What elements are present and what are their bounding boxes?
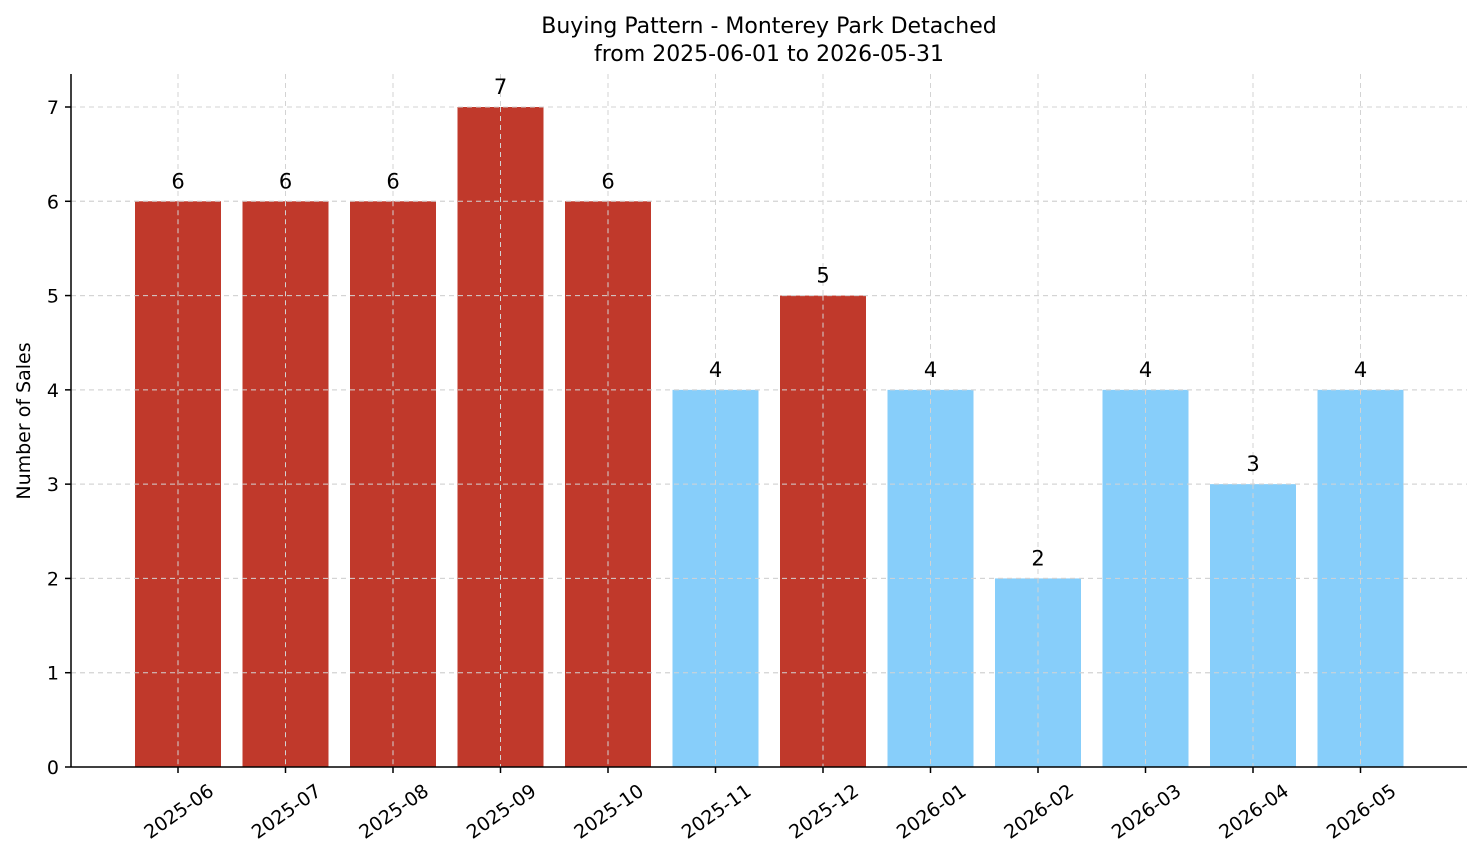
y-tick-label: 5 xyxy=(47,286,59,308)
x-tick-label: 2025-06 xyxy=(140,780,218,844)
bar-value-label: 6 xyxy=(601,169,614,193)
y-tick-label: 0 xyxy=(47,757,59,779)
y-tick-label: 1 xyxy=(47,663,59,685)
bar-value-labels: 6 6 6 7 6 4 5 4 2 4 3 4 xyxy=(171,75,1367,570)
y-tick-label: 7 xyxy=(47,97,59,119)
y-tick-label: 6 xyxy=(47,191,59,213)
y-tick-label: 3 xyxy=(47,474,59,496)
x-tick-label: 2026-03 xyxy=(1108,780,1186,844)
y-tick-label: 4 xyxy=(47,380,59,402)
bar-value-label: 4 xyxy=(1139,358,1152,382)
y-axis-label: Number of Sales xyxy=(13,342,35,499)
bar-value-label: 6 xyxy=(279,169,292,193)
bar-value-label: 4 xyxy=(1354,358,1367,382)
x-tick-label: 2026-02 xyxy=(1000,780,1078,844)
chart-title: Buying Pattern - Monterey Park Detached xyxy=(541,14,996,39)
bar-2026-04 xyxy=(1210,484,1296,767)
x-tick-label: 2026-05 xyxy=(1323,780,1401,844)
x-tick-label: 2025-07 xyxy=(248,780,326,844)
bar-value-label: 6 xyxy=(386,169,399,193)
bar-value-label: 4 xyxy=(709,358,722,382)
bar-value-label: 4 xyxy=(924,358,937,382)
x-tick-label: 2025-12 xyxy=(785,780,863,844)
x-tick-label: 2025-09 xyxy=(463,780,541,844)
bars xyxy=(71,106,1467,768)
x-tick-label: 2025-11 xyxy=(678,780,756,844)
bar-value-label: 6 xyxy=(171,169,184,193)
bar-value-label: 2 xyxy=(1031,546,1044,570)
bar-value-label: 5 xyxy=(816,264,829,288)
y-tick-label: 2 xyxy=(47,568,59,590)
chart-subtitle: from 2025-06-01 to 2026-05-31 xyxy=(594,42,944,67)
bar-value-label: 7 xyxy=(494,75,507,99)
x-tick-label: 2025-08 xyxy=(355,780,433,844)
x-tick-label: 2025-10 xyxy=(570,780,648,844)
bar-value-label: 3 xyxy=(1246,452,1259,476)
x-tick-label: 2026-04 xyxy=(1215,780,1293,844)
x-tick-label: 2026-01 xyxy=(893,780,971,844)
